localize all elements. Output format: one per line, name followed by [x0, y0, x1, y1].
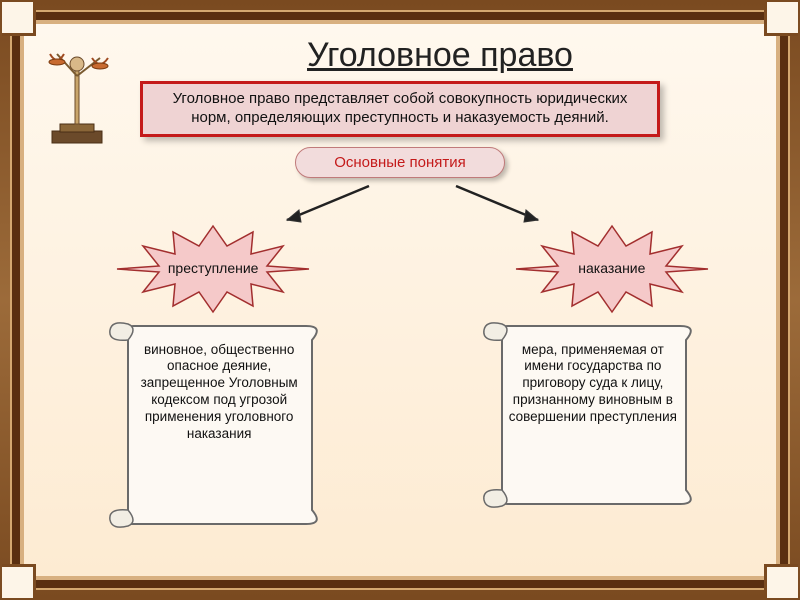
- outer-frame: Уголовное право Уголовное право представ…: [0, 0, 800, 600]
- frame-corner: [2, 564, 36, 598]
- crime-starburst: преступление: [113, 224, 313, 314]
- arrow-left-icon: [269, 182, 379, 230]
- concepts-pill: Основные понятия: [295, 147, 505, 178]
- arrow-right-icon: [446, 182, 556, 230]
- justice-statue-icon: [42, 36, 112, 146]
- punishment-starburst: наказание: [512, 224, 712, 314]
- mid-frame: Уголовное право Уголовное право представ…: [10, 10, 790, 590]
- definition-box: Уголовное право представляет собой совок…: [140, 81, 660, 137]
- punishment-label: наказание: [512, 224, 712, 314]
- frame-corner: [764, 2, 798, 36]
- right-column: наказание мера, применяемая от имени гос…: [428, 224, 746, 530]
- crime-label: преступление: [113, 224, 313, 314]
- crime-scroll: виновное, общественно опасное деяние, за…: [98, 320, 328, 530]
- punishment-scroll: мера, применяемая от имени государства п…: [472, 320, 702, 510]
- left-column: преступление виновное, общественно опасн…: [54, 224, 372, 530]
- punishment-scroll-text: мера, применяемая от имени государства п…: [472, 320, 702, 448]
- slide-title: Уголовное право: [124, 36, 756, 75]
- frame-corner: [2, 2, 36, 36]
- slide-canvas: Уголовное право Уголовное право представ…: [20, 20, 780, 580]
- frame-corner: [764, 564, 798, 598]
- crime-scroll-text: виновное, общественно опасное деяние, за…: [98, 320, 328, 465]
- concepts-label: Основные понятия: [334, 154, 466, 171]
- arrows-row: [44, 178, 756, 224]
- columns: преступление виновное, общественно опасн…: [44, 224, 756, 530]
- definition-text: Уголовное право представляет собой совок…: [173, 90, 628, 126]
